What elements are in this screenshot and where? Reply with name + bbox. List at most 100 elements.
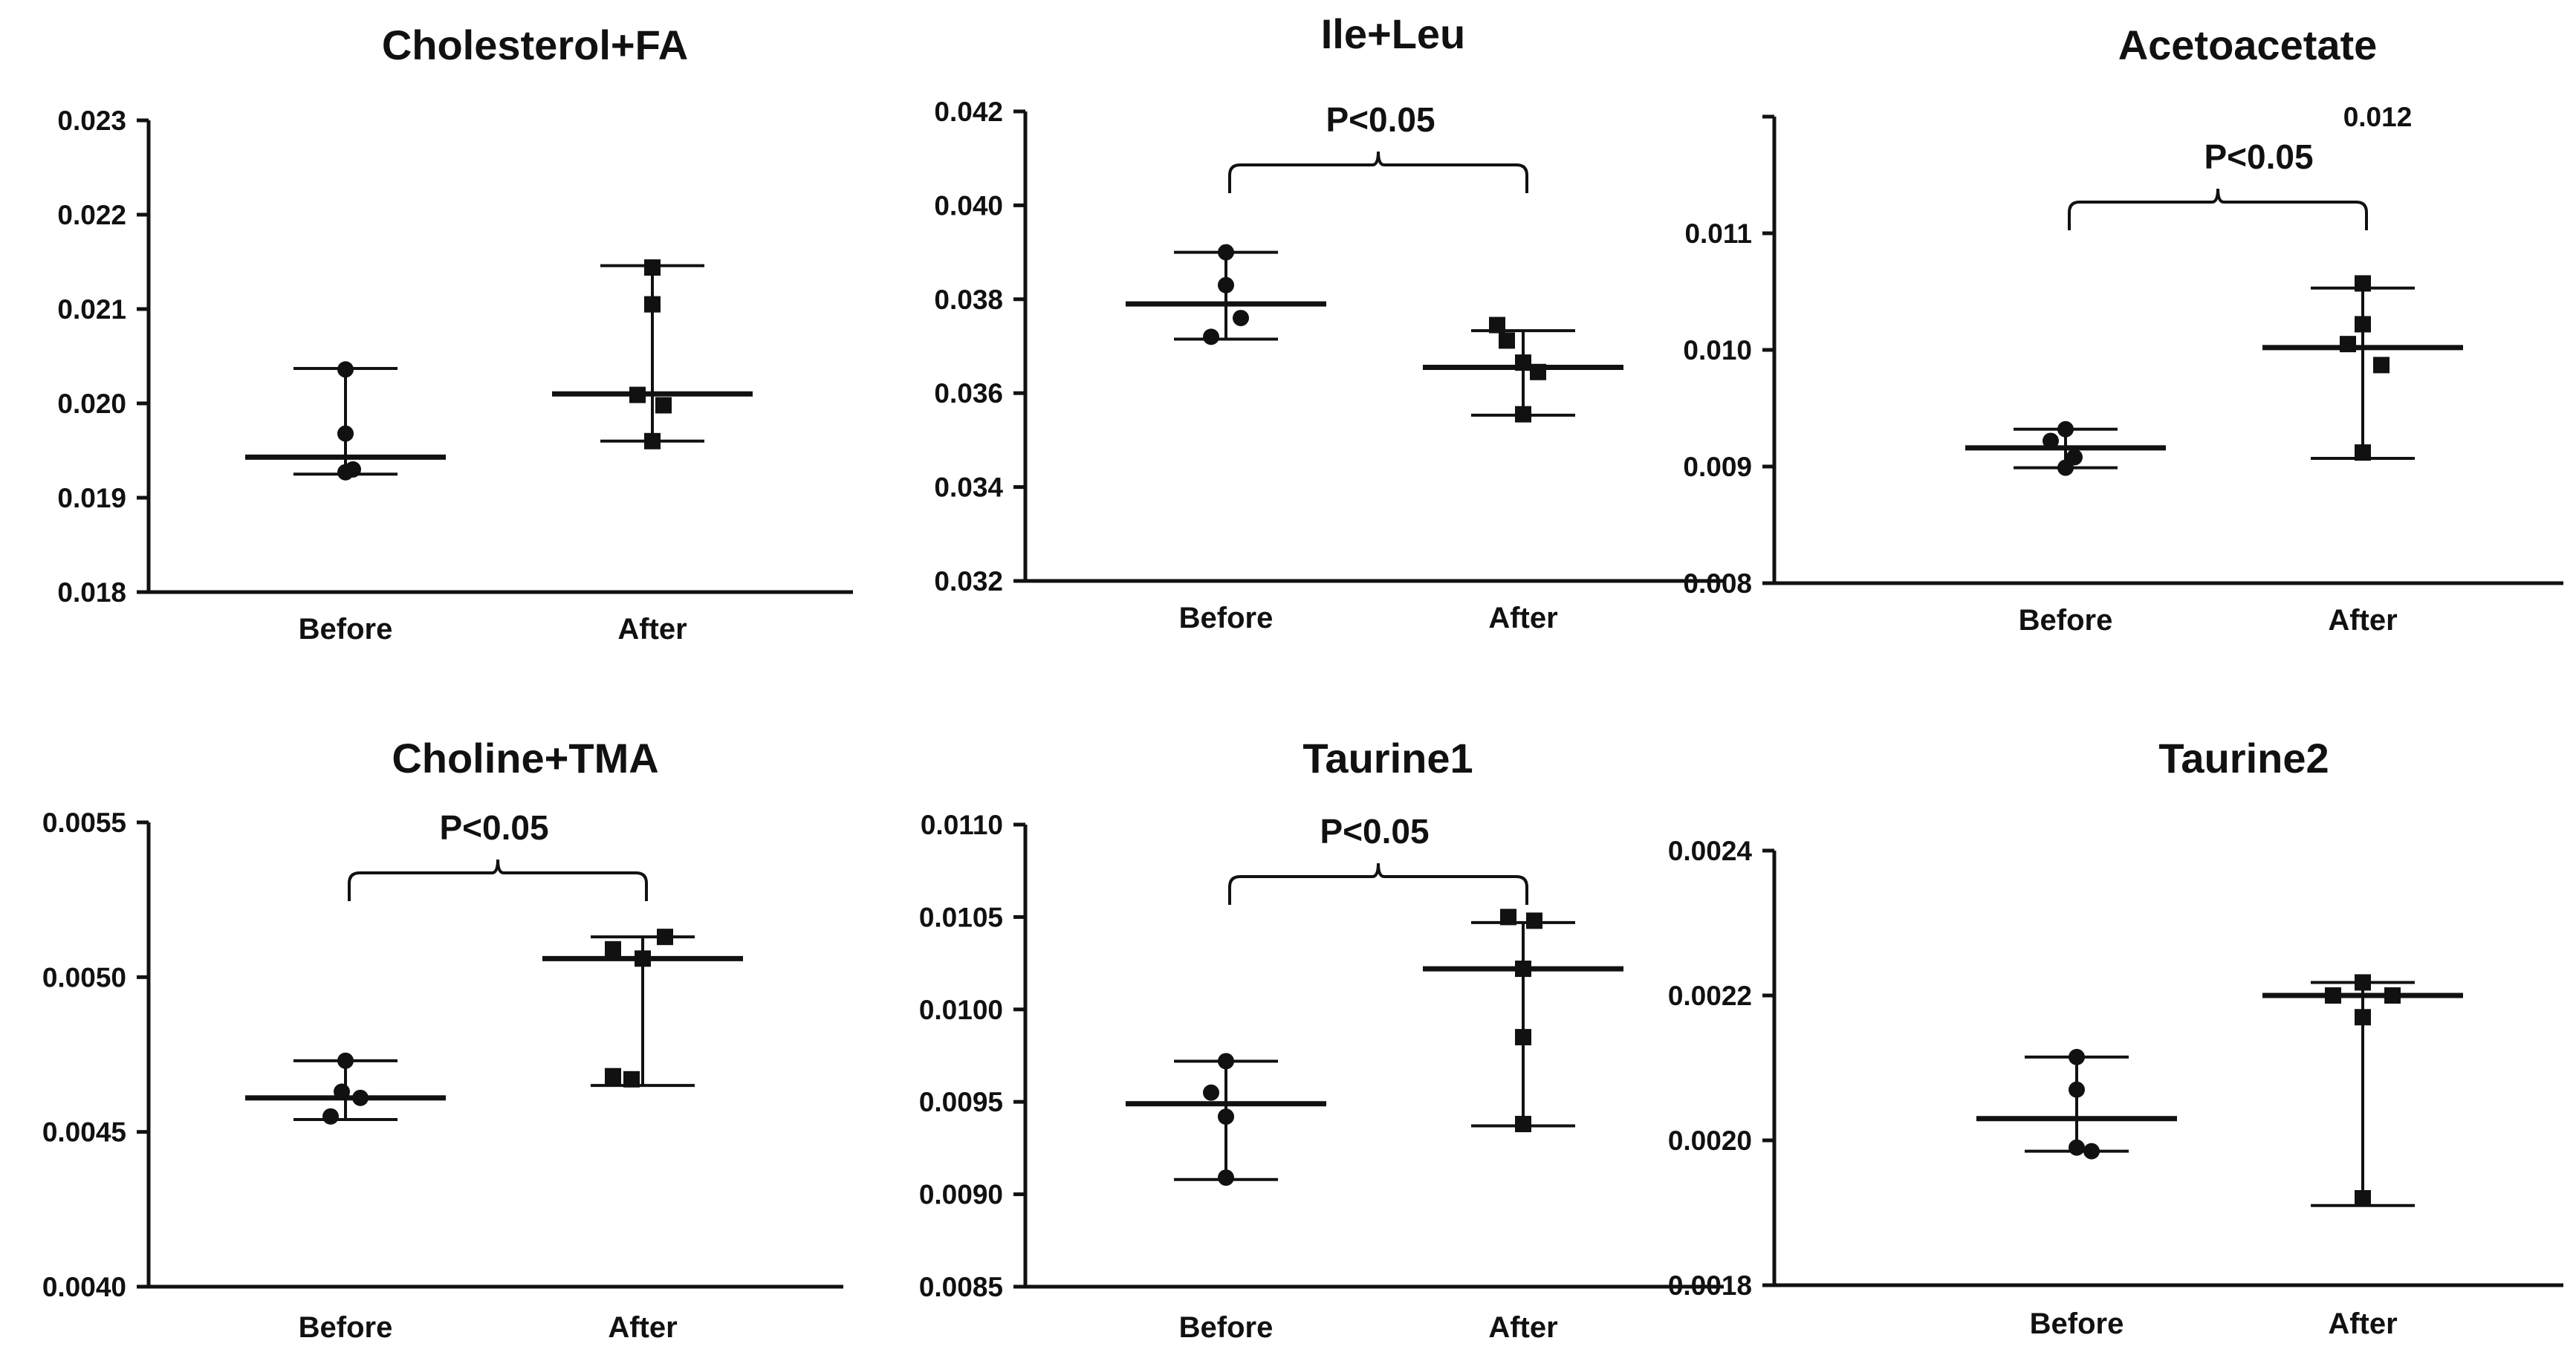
x-category-label: After [2328,1307,2397,1340]
y-tick-label: 0.0100 [919,995,1003,1025]
y-tick-label: 0.034 [934,472,1003,503]
data-point [1218,276,1234,293]
x-category-label: Before [1179,602,1274,634]
data-point [2355,974,2371,991]
x-category-label: After [608,1311,677,1344]
y-tick-label: 0.0090 [919,1180,1003,1210]
y-tick-label: 0.036 [934,378,1003,409]
y-tick-label: 0.023 [57,105,126,136]
data-point [644,296,661,313]
data-point [2057,459,2074,476]
data-point [1233,310,1249,327]
data-point [1500,909,1516,926]
data-point [2069,1048,2085,1065]
data-point [2355,1190,2371,1206]
y-tick-label: 0.022 [57,200,126,230]
p-value-label: P<0.05 [439,808,548,847]
y-tick-label: 0.021 [57,294,126,325]
data-point [1218,244,1234,261]
y-tick-label: 0.0105 [919,902,1003,932]
data-point [2355,275,2371,292]
data-point [2355,1009,2371,1026]
y-tick-label: 0.0024 [1668,836,1753,866]
y-tick-label: 0.009 [1683,452,1752,482]
y-tick-label: 0.042 [934,97,1003,127]
y-tick-label: 0.020 [57,389,126,419]
data-point [644,432,661,449]
data-point [2340,336,2356,353]
data-point [1515,961,1531,978]
y-tick-label: 0.0110 [921,810,1003,840]
data-point [629,386,646,403]
y-tick-label: 0.0018 [1668,1270,1752,1301]
p-value-label: P<0.05 [1326,100,1435,139]
panel-title: Acetoacetate [2118,22,2378,68]
x-category-label: After [1488,1311,1557,1344]
data-point [1530,363,1546,380]
y-tick-label: 0.0085 [919,1272,1003,1302]
data-point [1515,406,1531,423]
data-point [635,950,651,967]
y-tick-label: 0.040 [934,190,1003,221]
data-point [1489,316,1505,334]
y-tick-label: 0.0040 [42,1272,126,1302]
significance-bracket [2068,188,2368,230]
data-point [337,361,354,378]
data-point [337,425,354,442]
data-point [2057,420,2074,438]
y-tick-label: 0.018 [57,577,126,608]
data-point [1515,1029,1531,1046]
data-point [2355,444,2371,461]
y-tick-label: 0.038 [934,285,1003,315]
panel-title: Ile+Leu [1321,10,1466,57]
x-category-label: After [1488,602,1557,634]
y-tick-label: 0.010 [1683,335,1752,366]
data-point [655,397,672,414]
x-category-label: Before [1179,1311,1274,1344]
data-point [1203,1084,1219,1101]
significance-bracket [1228,151,1528,193]
data-point [322,1108,339,1125]
data-point [2069,1081,2085,1098]
y-tick-label: 0.0022 [1668,981,1752,1011]
panel-title: Cholesterol+FA [382,22,688,68]
data-point [605,1068,621,1085]
y-tick-label: 0.019 [57,483,126,513]
data-point [345,461,361,478]
x-category-label: Before [2030,1307,2124,1340]
y-tick-label: 0.0055 [42,808,126,838]
panel-title: Taurine2 [2158,735,2329,782]
data-point [657,929,673,946]
data-point [1526,912,1542,929]
panel-title: Taurine1 [1302,735,1473,782]
data-point [352,1089,369,1106]
x-category-label: Before [299,613,393,646]
data-point [1499,332,1515,349]
y-tick-label: 0.0045 [42,1117,126,1148]
y-tick-label: 0.011 [1684,218,1752,249]
y-tick-label: 0.0020 [1668,1125,1752,1156]
data-point [644,259,661,276]
significance-bracket [1228,862,1528,905]
data-point [2043,432,2059,449]
p-value-label: P<0.05 [2204,137,2313,176]
y-tick-label: 0.008 [1683,568,1752,599]
data-point [2355,316,2371,333]
data-point [334,1083,350,1100]
data-point [2083,1143,2100,1160]
data-point [605,940,621,958]
y-tick-label: 0.012 [2343,102,2413,132]
data-point [2325,987,2341,1004]
data-point [1218,1108,1234,1125]
x-category-label: After [617,613,687,646]
x-category-label: Before [299,1311,393,1344]
p-value-label: P<0.05 [1320,812,1429,851]
data-point [1218,1053,1234,1070]
data-point [337,1052,354,1069]
significance-bracket [348,859,648,901]
x-category-label: Before [2019,604,2113,637]
data-point [1218,1169,1234,1186]
data-point [2069,1139,2085,1156]
y-tick-label: 0.0050 [42,962,126,992]
